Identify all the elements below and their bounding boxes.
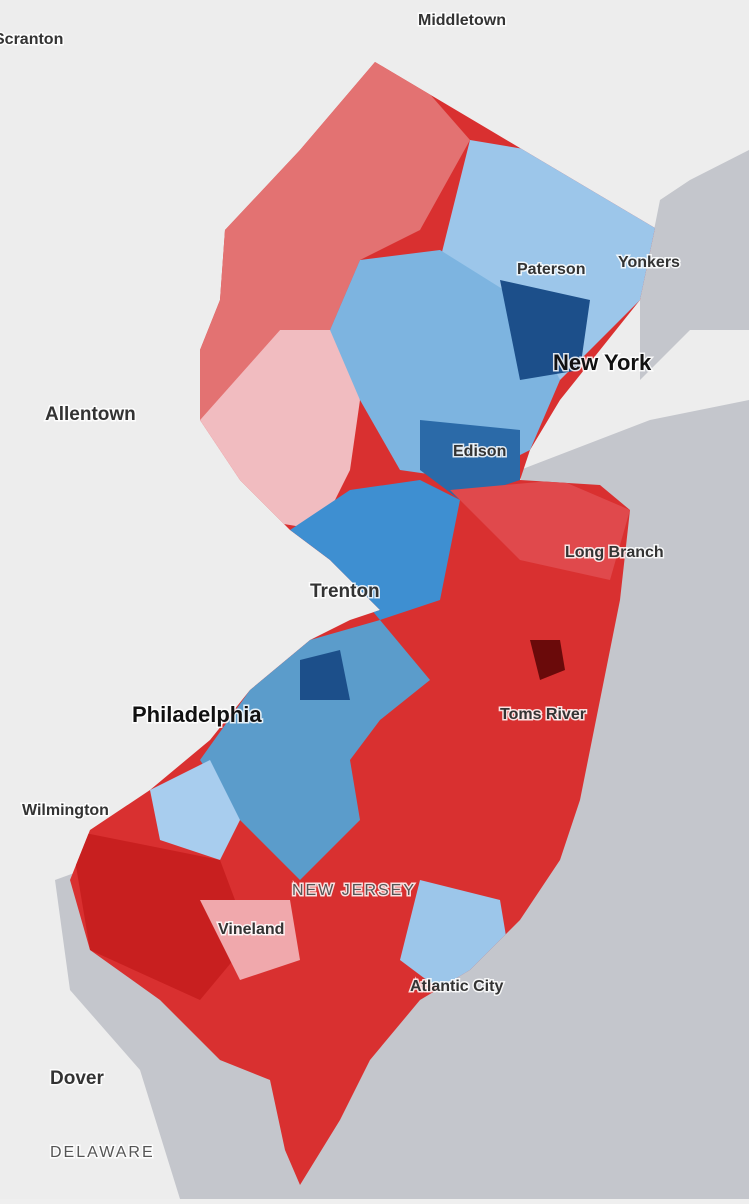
place-label: Toms River	[500, 706, 586, 723]
place-label: Philadelphia	[132, 702, 262, 727]
region-fill	[200, 620, 430, 880]
place-label: Scranton	[0, 31, 63, 48]
region-fill	[530, 640, 565, 680]
region-fill	[70, 830, 250, 1000]
region-fill	[200, 900, 300, 980]
region-fill	[500, 280, 590, 380]
place-label: Long Branch	[565, 544, 664, 561]
region-fill	[200, 330, 360, 530]
place-label: Atlantic City	[410, 978, 503, 995]
place-label: New York	[553, 350, 652, 375]
region-label: DELAWARE	[50, 1144, 155, 1161]
place-label: Allentown	[45, 404, 136, 425]
region-label: NEW JERSEY	[292, 882, 416, 899]
region-fill	[440, 140, 655, 380]
place-label: Paterson	[517, 261, 585, 278]
place-label: Edison	[453, 443, 506, 460]
region-fill	[450, 480, 630, 580]
water	[640, 150, 749, 380]
region-fill	[420, 420, 520, 500]
place-label: Yonkers	[618, 254, 680, 271]
region-fill	[150, 760, 240, 860]
region-fill	[290, 480, 460, 620]
place-label: Trenton	[310, 581, 380, 602]
region-fill	[330, 250, 560, 480]
region-fill	[300, 650, 350, 700]
place-label: Dover	[50, 1068, 104, 1089]
place-label: Wilmington	[22, 802, 109, 819]
place-label: Vineland	[218, 921, 284, 938]
place-label: Middletown	[418, 12, 506, 29]
